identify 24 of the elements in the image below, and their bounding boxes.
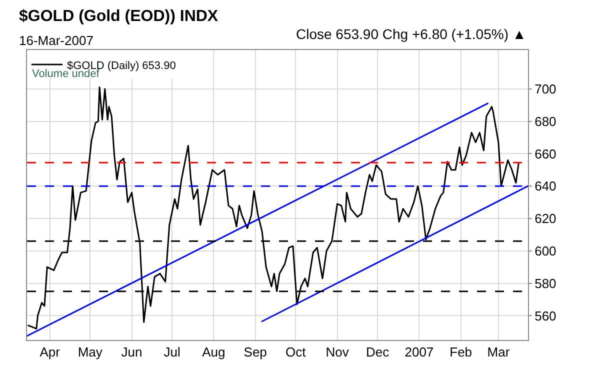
x-tick-label: Aug (202, 344, 226, 360)
x-tick-label: Oct (286, 344, 306, 360)
chart-subtitle: 16-Mar-2007 (19, 33, 94, 48)
y-tick-label: 560 (534, 308, 556, 324)
x-tick-label: 2007 (404, 344, 434, 360)
x-tick-label: Jun (121, 344, 142, 360)
x-tick-label: May (78, 344, 103, 360)
y-tick-label: 700 (534, 81, 556, 96)
x-tick-label: Sep (244, 344, 267, 360)
x-tick-label: Feb (450, 344, 472, 360)
y-tick-label: 580 (534, 276, 556, 291)
y-tick-label: 680 (534, 114, 556, 129)
x-tick-label: Nov (326, 344, 350, 360)
y-tick-label: 600 (534, 243, 556, 258)
x-tick-label: Jul (164, 344, 180, 360)
y-tick-label: 640 (534, 178, 556, 194)
text: Close 653.90 Chg +6.80 (+1.05%) ▲ (296, 26, 526, 42)
x-tick-label: Mar (487, 344, 510, 360)
line-series (28, 86, 520, 330)
y-tick-label: 660 (534, 146, 556, 162)
x-tick-label: Apr (40, 344, 61, 360)
chart-title: $GOLD (Gold (EOD)) INDX (19, 8, 218, 25)
x-tick-label: Dec (366, 344, 390, 360)
y-tick-label: 620 (534, 211, 556, 226)
